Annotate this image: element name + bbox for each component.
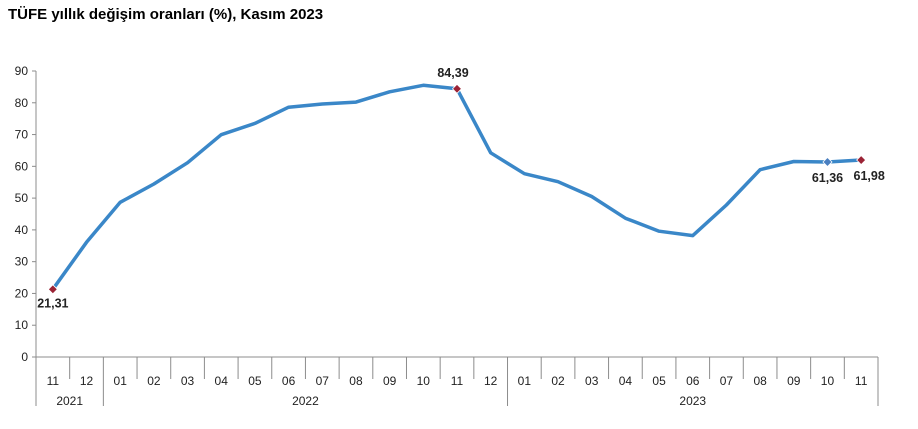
x-category-label: 04 bbox=[215, 374, 229, 388]
y-tick-label: 60 bbox=[15, 159, 29, 173]
x-category-label: 08 bbox=[753, 374, 767, 388]
y-tick-label: 40 bbox=[15, 223, 29, 237]
data-marker bbox=[47, 284, 58, 295]
x-year-label: 2021 bbox=[56, 394, 83, 408]
x-category-label: 05 bbox=[652, 374, 666, 388]
x-category-label: 03 bbox=[181, 374, 195, 388]
x-category-label: 11 bbox=[47, 374, 60, 388]
data-markers bbox=[47, 83, 867, 295]
x-category-label: 01 bbox=[518, 374, 532, 388]
x-category-label: 12 bbox=[484, 374, 498, 388]
series-line bbox=[51, 83, 863, 292]
y-tick-labels: 0 10 20 30 40 50 60 70 80 90 bbox=[15, 64, 29, 364]
chart-title: TÜFE yıllık değişim oranları (%), Kasım … bbox=[8, 6, 324, 23]
x-category-label: 01 bbox=[114, 374, 128, 388]
y-tick-label: 50 bbox=[15, 191, 29, 205]
data-label: 61,98 bbox=[854, 169, 885, 183]
data-label: 84,39 bbox=[437, 66, 468, 80]
x-category-label: 07 bbox=[720, 374, 734, 388]
x-category-label: 10 bbox=[821, 374, 835, 388]
x-category-label: 04 bbox=[619, 374, 633, 388]
x-year-label: 2023 bbox=[679, 394, 706, 408]
data-marker bbox=[856, 154, 867, 166]
x-category-label: 08 bbox=[349, 374, 363, 388]
y-tick-label: 90 bbox=[15, 64, 29, 78]
y-tick-label: 80 bbox=[15, 96, 29, 110]
x-category-label: 02 bbox=[147, 374, 161, 388]
x-category-label: 12 bbox=[80, 374, 94, 388]
x-category-label: 06 bbox=[282, 374, 296, 388]
x-category-label: 10 bbox=[417, 374, 431, 388]
y-tick-label: 70 bbox=[15, 128, 29, 142]
x-category-label: 06 bbox=[686, 374, 700, 388]
data-label: 21,31 bbox=[37, 296, 68, 310]
x-category-label: 11 bbox=[451, 374, 464, 388]
y-tick-label: 20 bbox=[15, 286, 29, 300]
x-category-label: 09 bbox=[787, 374, 801, 388]
axes bbox=[32, 70, 879, 406]
y-tick-label: 0 bbox=[21, 350, 28, 364]
data-marker bbox=[451, 83, 463, 94]
x-category-label: 09 bbox=[383, 374, 397, 388]
x-category-label: 03 bbox=[585, 374, 599, 388]
x-category-label: 02 bbox=[551, 374, 565, 388]
data-label: 61,36 bbox=[812, 171, 843, 185]
x-category-label: 07 bbox=[316, 374, 330, 388]
data-labels: 21,31 84,39 61,36 61,98 bbox=[37, 66, 885, 310]
y-tick-label: 10 bbox=[15, 318, 29, 332]
x-category-label: 11 bbox=[855, 374, 868, 388]
x-category-table: 11 12 01 02 03 04 05 06 07 08 09 10 11 12 01 02 03 04 05 06… bbox=[47, 374, 868, 408]
y-tick-label: 30 bbox=[15, 255, 29, 269]
data-marker bbox=[822, 156, 833, 168]
x-year-label: 2022 bbox=[292, 394, 319, 408]
x-category-label: 05 bbox=[248, 374, 262, 388]
